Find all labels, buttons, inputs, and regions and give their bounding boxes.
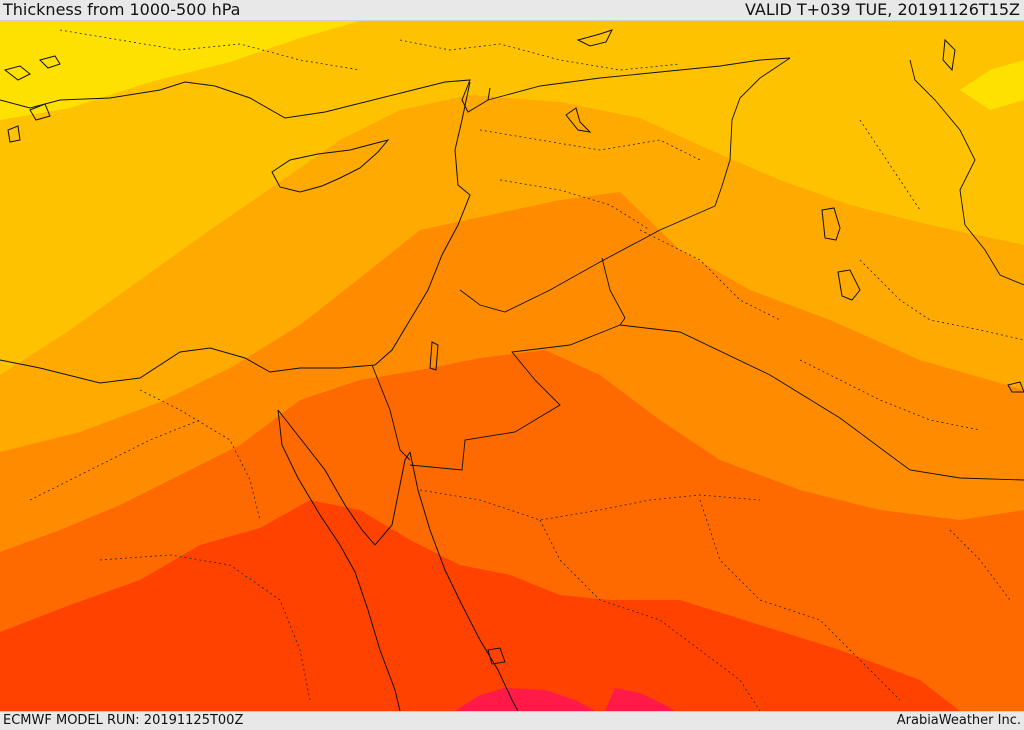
iran-iraq-border [909,59,1024,286]
red-sea-west-coastline [277,409,401,711]
admin-borders [29,29,1024,711]
turkey-syria-border [487,57,791,101]
lake-urmia [942,38,956,72]
egypt-israel-border [371,364,411,461]
red-sea-east-coastline [409,451,519,711]
credit-label: ArabiaWeather Inc. [896,713,1021,728]
gulf-coastline [1007,381,1024,393]
turkey-coastline [0,79,491,119]
cyprus-coastline [271,139,390,193]
band-7 [455,688,675,711]
dead-sea [429,341,439,371]
iraq-saudi-border [619,324,1024,481]
red-sea-islands [487,647,506,665]
jordan-saudi-border [409,324,621,471]
aegean-islands [3,55,61,143]
lake-van [576,29,613,47]
international-borders [371,57,1024,481]
syria-jordan-border [459,205,716,313]
header-bar: Thickness from 1000-500 hPa VALID T+039 … [0,0,1024,21]
egypt-coastline [0,347,376,384]
contour-bands [0,21,1024,711]
sinai-coastline [277,409,411,546]
coastlines [0,29,1024,711]
syria-iraq-border [714,57,791,207]
footer-bar: ECMWF MODEL RUN: 20191125T00Z ArabiaWeat… [0,711,1024,730]
tharthar-lake [821,207,841,241]
model-run: ECMWF MODEL RUN: 20191125T00Z [3,713,244,728]
euphrates-lake [565,107,592,133]
levant-coastline [374,81,471,366]
map-title: Thickness from 1000-500 hPa [3,0,241,19]
band-6 [0,500,960,711]
thickness-map [0,21,1024,711]
jordan-iraq-saudi-border [601,257,626,326]
razzaza-lake [837,269,861,301]
valid-time: VALID T+039 TUE, 20191126T15Z [744,0,1020,19]
